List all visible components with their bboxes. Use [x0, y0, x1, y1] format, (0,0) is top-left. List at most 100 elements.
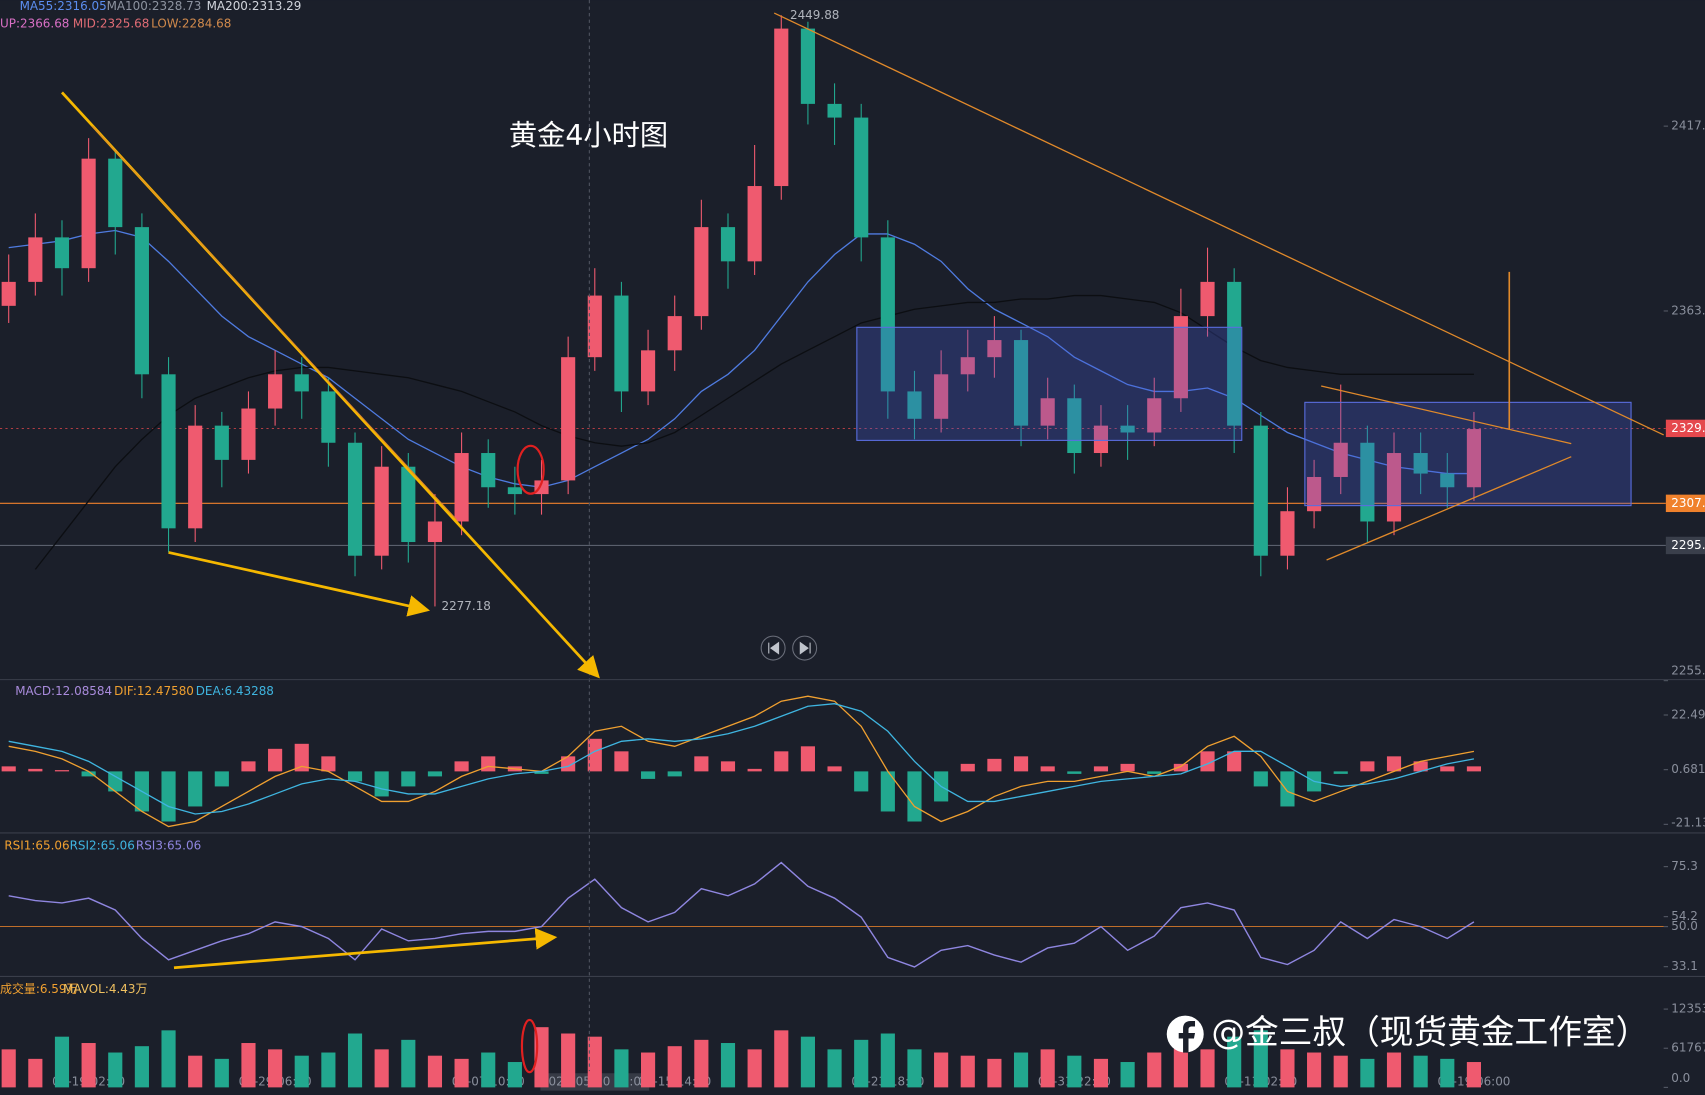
bar: [1280, 1049, 1295, 1088]
candle-body: [747, 186, 762, 262]
candle-body: [1440, 473, 1455, 488]
y-tick-label: 2417.5: [1671, 119, 1705, 133]
candle-body: [1173, 316, 1188, 399]
low-annotation: 2277.18: [441, 599, 490, 613]
bar: [401, 1039, 416, 1088]
candle-body: [1067, 398, 1082, 454]
bar: [694, 756, 709, 772]
bar: [880, 771, 895, 812]
bar: [321, 756, 336, 772]
bar: [1173, 1046, 1188, 1088]
bar: [374, 771, 389, 797]
legend-entry: MID:2325.68: [73, 16, 149, 30]
trend-line: [1326, 456, 1572, 561]
bar: [854, 771, 869, 792]
bar: [587, 738, 602, 772]
bar: [1413, 761, 1428, 772]
price-tag: [1665, 494, 1705, 513]
candle-body: [987, 340, 1002, 358]
bar: [214, 1058, 229, 1088]
bar: [1227, 751, 1242, 772]
bar: [347, 1033, 363, 1088]
bar: [1147, 771, 1162, 774]
candle-body: [481, 453, 496, 488]
candle-body: [907, 391, 922, 419]
bar: [854, 1039, 869, 1088]
bar: [1253, 1030, 1268, 1088]
bar: [1040, 1049, 1055, 1088]
watermark-text: @金三叔（现货黄金工作室）: [1211, 1013, 1649, 1052]
bar: [1013, 756, 1029, 772]
bar: [1413, 1055, 1428, 1088]
candle-body: [214, 425, 229, 460]
legend-entry: LOW:2284.68: [151, 16, 231, 30]
bar: [1360, 1058, 1375, 1088]
trend-arrow: [173, 928, 558, 970]
bar: [934, 1052, 949, 1088]
y-tick-label: 0.6818: [1671, 762, 1705, 776]
highlight-ellipse: [520, 1018, 539, 1074]
bar: [800, 1036, 815, 1088]
candle-body: [800, 28, 815, 104]
bar: [1440, 766, 1455, 772]
y-tick-label: 2255.5: [1671, 663, 1705, 677]
high-annotation: 2449.88: [790, 8, 839, 22]
y-tick-label: 50.0: [1671, 919, 1698, 933]
candle-body: [321, 391, 336, 443]
candle-body: [960, 357, 975, 375]
y-tick-label: 75.3: [1671, 859, 1698, 873]
legend-entry: MAVOL:4.43万: [63, 982, 147, 996]
y-tick-label: 2363.5: [1671, 303, 1705, 317]
bar: [294, 743, 309, 772]
legend-entry: UP:2366.68: [0, 16, 69, 30]
bar: [1067, 1055, 1082, 1088]
bar: [1360, 761, 1375, 772]
bar: [1253, 771, 1268, 787]
bar: [54, 770, 70, 772]
y-tick-label: 0.0: [1671, 1071, 1690, 1085]
bar: [1227, 1036, 1242, 1088]
bar: [1466, 1062, 1482, 1088]
trend-line: [92, 125, 458, 521]
legend-entry: DEA:6.43288: [196, 684, 274, 698]
line: [8, 861, 1475, 968]
bar: [188, 1055, 203, 1088]
bar: [1093, 1058, 1109, 1088]
highlight-ellipse: [516, 444, 545, 495]
y-tick-label: 33.1: [1671, 959, 1698, 973]
price-tag-label: 2295.0: [1671, 538, 1705, 552]
legend-entry: 成交量:6.59万: [0, 981, 79, 996]
line: [8, 695, 1475, 828]
legend-entry: RSI3:65.06: [136, 838, 201, 852]
bar: [614, 1049, 629, 1088]
price-tag: [1665, 536, 1705, 555]
bar: [427, 1055, 443, 1088]
bar: [641, 1052, 656, 1088]
bar: [347, 771, 363, 782]
bar: [720, 1043, 736, 1088]
bar: [1466, 766, 1482, 772]
bar: [1200, 1049, 1215, 1088]
candle-body: [268, 374, 283, 409]
candle-body: [1013, 340, 1029, 426]
bar: [827, 1049, 842, 1088]
candle-body: [108, 158, 123, 228]
candle-body: [1333, 442, 1348, 477]
candle-body: [454, 453, 469, 522]
bar: [907, 1049, 922, 1088]
bar: [108, 771, 123, 792]
line: [8, 703, 1475, 815]
bar: [161, 1030, 176, 1088]
bar: [81, 1043, 96, 1088]
bar: [134, 1046, 149, 1088]
bar: [1333, 1055, 1348, 1088]
bar: [667, 771, 682, 777]
bar: [54, 1036, 70, 1088]
legend-entry: DIF:12.47580: [114, 684, 194, 698]
candle-body: [1466, 429, 1482, 488]
watermark-logo-mark: [1178, 1021, 1196, 1053]
